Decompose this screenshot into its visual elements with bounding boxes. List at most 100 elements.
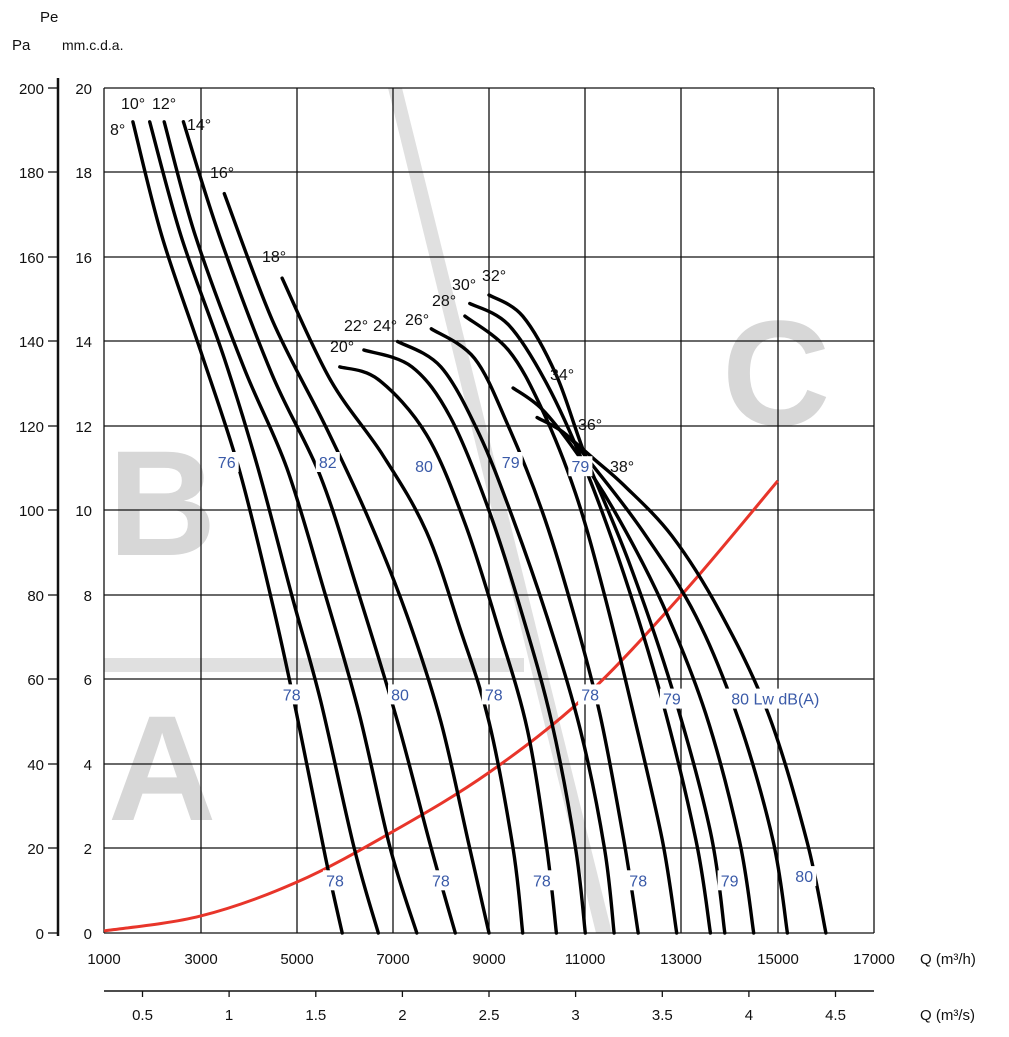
mm-axis: Pe mm.c.d.a. 20 18 16 14 12 10 8 6 4 2 0 (40, 9, 123, 943)
fan-curve-38deg (564, 432, 828, 935)
angle-label-28: 28° (432, 293, 456, 310)
noise-label: 80 Lw dB(A) (731, 692, 819, 709)
noise-label-bg (481, 684, 506, 705)
m3h-tick-5000: 5000 (280, 951, 313, 968)
noise-label-bg (626, 870, 651, 891)
noise-label: 78 (283, 687, 301, 704)
noise-label: 76 (218, 455, 236, 472)
fan-curve-18deg (280, 276, 525, 935)
pa-tick-160: 160 (19, 250, 44, 267)
mm-tick-16: 16 (75, 250, 92, 267)
m3h-axis: 1000 3000 5000 7000 9000 11000 13000 150… (87, 951, 976, 968)
pa-tick-80: 80 (27, 588, 44, 605)
pa-tick-0: 0 (36, 926, 44, 943)
angle-label-10: 10° (121, 96, 145, 113)
m3s-tick-label: 4 (745, 1007, 753, 1024)
m3s-tick-label: 1.5 (305, 1007, 326, 1024)
m3h-tick-1000: 1000 (87, 951, 120, 968)
m3s-tick-label: 3 (571, 1007, 579, 1024)
mm-tick-6: 6 (84, 672, 92, 689)
noise-label-bg (428, 870, 453, 891)
pa-tick-200: 200 (19, 81, 44, 98)
angle-label-30: 30° (452, 277, 476, 294)
pa-axis: Pa 200 180 160 140 120 100 80 60 40 20 0 (12, 37, 60, 943)
m3s-axis: 0.5 1 1.5 2 2.5 3 3.5 4 4.5 Q (m³/s) (104, 990, 975, 1024)
angle-label-18: 18° (262, 249, 286, 266)
mm-axis-unit: mm.c.d.a. (62, 37, 123, 53)
mm-tick-14: 14 (75, 334, 92, 351)
fan-curve-20deg (338, 365, 559, 935)
noise-label: 78 (629, 873, 647, 890)
noise-label: 79 (572, 459, 590, 476)
zone-label-c: C (722, 289, 830, 457)
m3h-tick-9000: 9000 (472, 951, 505, 968)
noise-label: 78 (581, 687, 599, 704)
noise-label-bg (412, 456, 436, 477)
mm-tick-18: 18 (75, 165, 92, 182)
m3s-axis-label: Q (m³/s) (920, 1007, 975, 1024)
m3h-axis-label: Q (m³/h) (920, 951, 976, 968)
m3s-tick-group: 0.5 1 1.5 2 2.5 3 3.5 4 4.5 (132, 991, 846, 1024)
noise-label-bg (498, 452, 523, 472)
mm-tick-4: 4 (84, 757, 92, 774)
noise-label-bg (659, 688, 684, 709)
noise-label: 79 (721, 873, 739, 890)
m3h-tick-11000: 11000 (565, 951, 606, 968)
angle-label-38: 38° (610, 459, 634, 476)
pa-tick-180: 180 (19, 165, 44, 182)
angle-label-34: 34° (550, 367, 574, 384)
noise-label: 80 (795, 869, 813, 886)
pa-tick-60: 60 (27, 672, 44, 689)
pa-tick-20: 20 (27, 841, 44, 858)
fan-curve-10deg (148, 120, 380, 935)
angle-label-36: 36° (578, 417, 602, 434)
fan-curve-16deg (222, 191, 491, 935)
noise-label-bg (578, 684, 603, 705)
m3s-tick-label: 3.5 (652, 1007, 673, 1024)
angle-label-12: 12° (152, 96, 176, 113)
fan-curve-26deg (429, 327, 640, 935)
noise-label: 79 (502, 455, 520, 472)
noise-label-bg (388, 684, 412, 705)
noise-label: 80 (415, 459, 433, 476)
angle-label-26: 26° (405, 312, 429, 329)
zone-divider-bar (104, 658, 524, 672)
fan-curve-22deg (362, 348, 587, 935)
zone-label-a: A (108, 684, 216, 852)
m3h-tick-3000: 3000 (184, 951, 217, 968)
noise-label: 80 (391, 687, 409, 704)
angle-label-24: 24° (373, 318, 397, 335)
angle-label-14: 14° (187, 117, 211, 134)
noise-label-bg (323, 870, 347, 891)
noise-label: 78 (326, 873, 344, 890)
fan-curve-8deg (131, 120, 344, 935)
angle-label-8: 8° (110, 122, 125, 139)
m3s-tick-label: 2 (398, 1007, 406, 1024)
noise-label-bg (722, 688, 828, 709)
fan-curve-24deg (395, 339, 616, 935)
m3s-tick-label: 0.5 (132, 1007, 153, 1024)
pa-tick-40: 40 (27, 757, 44, 774)
mm-axis-symbol: Pe (40, 9, 58, 26)
fan-curve-14deg (181, 120, 457, 935)
mm-tick-0: 0 (84, 926, 92, 943)
mm-tick-20: 20 (75, 81, 92, 98)
noise-label: 78 (485, 687, 503, 704)
fan-curve-28deg (463, 314, 679, 935)
fan-curves (131, 120, 828, 935)
grid (103, 87, 875, 934)
noise-label: 79 (663, 692, 681, 709)
fan-curve-30deg (468, 301, 713, 935)
angle-label-22: 22° (344, 318, 368, 335)
noise-label: 82 (319, 455, 337, 472)
noise-label-bg (214, 452, 239, 472)
m3h-tick-17000: 17000 (853, 951, 895, 968)
noise-label-bg (279, 684, 304, 705)
noise-label-bg (568, 456, 593, 477)
noise-label-bg (529, 870, 554, 891)
noise-level-labels: 76 82 80 79 79 78 80 78 78 79 80 Lw dB(A) 78 78 78 78 7… (214, 452, 828, 891)
noise-label: 78 (533, 873, 551, 890)
noise-label-bg (315, 452, 340, 472)
fan-curve-32deg (487, 293, 727, 935)
mm-tick-2: 2 (84, 841, 92, 858)
